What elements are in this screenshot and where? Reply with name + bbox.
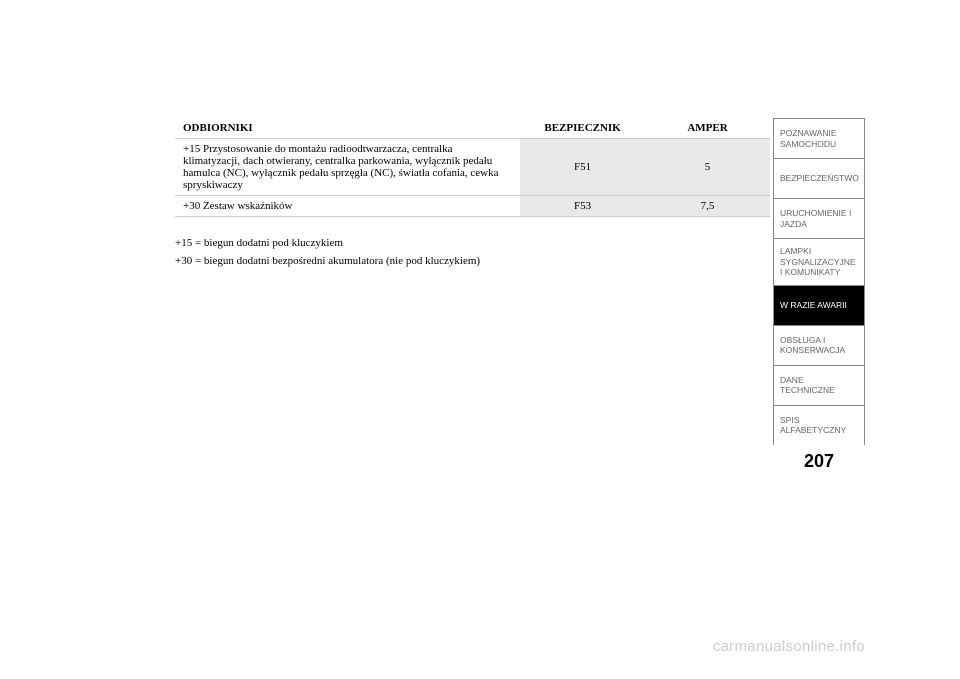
note-line: +15 = biegun dodatni pod kluczykiem — [175, 235, 770, 253]
note-line: +30 = biegun dodatni bezpośredni akumula… — [175, 253, 770, 271]
table-header-row: ODBIORNIKI BEZPIECZNIK AMPER — [175, 118, 770, 139]
notes-section: +15 = biegun dodatni pod kluczykiem +30 … — [175, 235, 770, 270]
tab-dane-techniczne[interactable]: DANE TECHNICZNE — [773, 365, 865, 405]
cell-fuse: F51 — [520, 139, 645, 196]
fuse-table: ODBIORNIKI BEZPIECZNIK AMPER +15 Przysto… — [175, 118, 770, 217]
tab-bezpieczenstwo[interactable]: BEZPIECZEŃSTWO — [773, 158, 865, 198]
cell-receivers: +15 Przystosowanie do montażu radioodtwa… — [175, 139, 520, 196]
cell-amper: 7,5 — [645, 196, 770, 217]
tab-lampki-sygnalizacyjne[interactable]: LAMPKI SYGNALIZACYJNE I KOMUNIKATY — [773, 238, 865, 285]
tab-w-razie-awarii[interactable]: W RAZIE AWARII — [773, 285, 865, 325]
watermark: carmanualsonline.info — [713, 638, 865, 655]
tab-poznawanie-samochodu[interactable]: POZNAWANIE SAMOCHODU — [773, 118, 865, 158]
header-amper: AMPER — [645, 118, 770, 139]
table-row: +30 Zestaw wskaźników F53 7,5 — [175, 196, 770, 217]
cell-receivers: +30 Zestaw wskaźników — [175, 196, 520, 217]
content-area: ODBIORNIKI BEZPIECZNIK AMPER +15 Przysto… — [175, 118, 770, 270]
table-row: +15 Przystosowanie do montażu radioodtwa… — [175, 139, 770, 196]
tab-uruchomienie-i-jazda[interactable]: URUCHOMIENIE I JAZDA — [773, 198, 865, 238]
page-number: 207 — [773, 445, 865, 472]
header-fuse: BEZPIECZNIK — [520, 118, 645, 139]
cell-amper: 5 — [645, 139, 770, 196]
cell-fuse: F53 — [520, 196, 645, 217]
tab-spis-alfabetyczny[interactable]: SPIS ALFABETYCZNY — [773, 405, 865, 445]
header-receivers: ODBIORNIKI — [175, 118, 520, 139]
sidebar-tabs: POZNAWANIE SAMOCHODU BEZPIECZEŃSTWO URUC… — [773, 118, 865, 472]
page-container: ODBIORNIKI BEZPIECZNIK AMPER +15 Przysto… — [0, 0, 960, 679]
tab-obsluga-i-konserwacja[interactable]: OBSŁUGA I KONSERWACJA — [773, 325, 865, 365]
